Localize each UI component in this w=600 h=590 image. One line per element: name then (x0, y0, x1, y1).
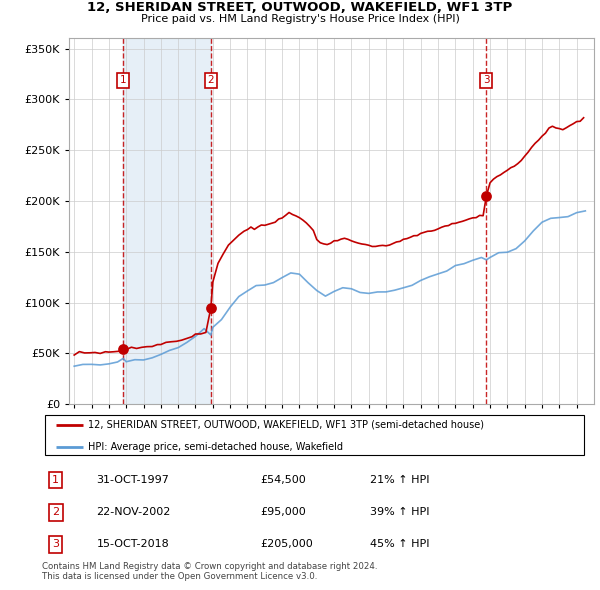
Text: 45% ↑ HPI: 45% ↑ HPI (370, 539, 429, 549)
Text: £54,500: £54,500 (260, 475, 306, 485)
Text: HPI: Average price, semi-detached house, Wakefield: HPI: Average price, semi-detached house,… (88, 442, 343, 451)
Bar (123, 38, 211, 404)
Text: 1: 1 (120, 76, 127, 86)
Text: £205,000: £205,000 (260, 539, 313, 549)
Point (482, 191, 491, 201)
Text: £95,000: £95,000 (260, 507, 306, 517)
Text: 3: 3 (483, 76, 490, 86)
Text: 1: 1 (52, 475, 59, 485)
Text: 2: 2 (52, 507, 59, 517)
FancyBboxPatch shape (45, 415, 584, 455)
Text: 22-NOV-2002: 22-NOV-2002 (97, 507, 171, 517)
Text: Price paid vs. HM Land Registry's House Price Index (HPI): Price paid vs. HM Land Registry's House … (140, 14, 460, 24)
Text: 12, SHERIDAN STREET, OUTWOOD, WAKEFIELD, WF1 3TP (semi-detached house): 12, SHERIDAN STREET, OUTWOOD, WAKEFIELD,… (88, 419, 484, 430)
Text: 12, SHERIDAN STREET, OUTWOOD, WAKEFIELD, WF1 3TP: 12, SHERIDAN STREET, OUTWOOD, WAKEFIELD,… (88, 1, 512, 14)
Text: 31-OCT-1997: 31-OCT-1997 (97, 475, 169, 485)
Text: 21% ↑ HPI: 21% ↑ HPI (370, 475, 429, 485)
Point (206, 303, 216, 312)
Text: 3: 3 (52, 539, 59, 549)
Text: Contains HM Land Registry data © Crown copyright and database right 2024.
This d: Contains HM Land Registry data © Crown c… (42, 562, 377, 581)
Text: 15-OCT-2018: 15-OCT-2018 (97, 539, 169, 549)
Text: 2: 2 (208, 76, 214, 86)
Text: 39% ↑ HPI: 39% ↑ HPI (370, 507, 429, 517)
Point (118, 344, 128, 353)
